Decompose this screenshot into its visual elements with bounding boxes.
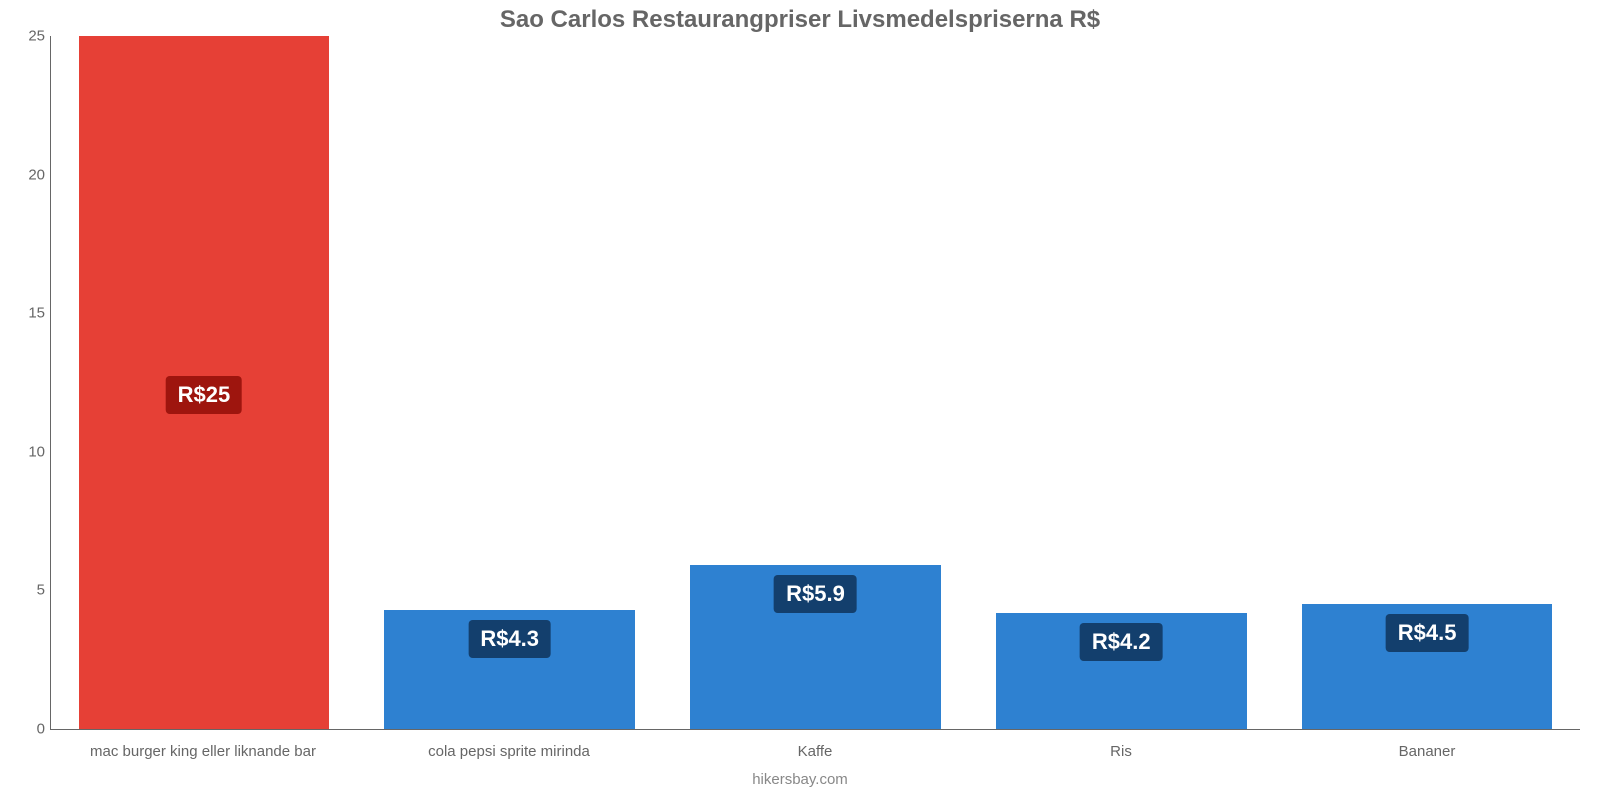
bar: R$4.3 (384, 610, 635, 729)
x-axis-label: Ris (968, 743, 1274, 760)
y-tick-label: 10 (11, 443, 45, 460)
y-tick-label: 5 (11, 582, 45, 599)
attribution-text: hikersbay.com (0, 771, 1600, 788)
bar-slot: R$4.2 (968, 36, 1274, 729)
x-axis-label: Kaffe (662, 743, 968, 760)
bar-slot: R$4.5 (1274, 36, 1580, 729)
y-tick-label: 25 (11, 28, 45, 45)
bar: R$4.2 (996, 613, 1247, 729)
y-tick-label: 0 (11, 721, 45, 738)
bar-slot: R$5.9 (663, 36, 969, 729)
x-axis-labels: mac burger king eller liknande barcola p… (50, 743, 1580, 760)
y-tick-label: 20 (11, 166, 45, 183)
bar-slot: R$4.3 (357, 36, 663, 729)
y-tick-label: 15 (11, 305, 45, 322)
bar: R$5.9 (690, 565, 941, 729)
bar-value-label: R$4.3 (468, 620, 551, 658)
price-bar-chart: Sao Carlos Restaurangpriser Livsmedelspr… (0, 0, 1600, 800)
x-axis-label: Bananer (1274, 743, 1580, 760)
bar: R$4.5 (1302, 604, 1553, 729)
bar-value-label: R$4.5 (1386, 614, 1469, 652)
bar: R$25 (79, 36, 330, 729)
bar-slot: R$25 (51, 36, 357, 729)
bars-container: R$25 R$4.3 R$5.9 R$4.2 R$4.5 (51, 36, 1580, 729)
plot-area: R$25R$4.3R$5.9R$4.2R$4.5 0510152025 (50, 36, 1580, 730)
x-axis-label: cola pepsi sprite mirinda (356, 743, 662, 760)
x-axis-label: mac burger king eller liknande bar (50, 743, 356, 760)
bar-value-label: R$4.2 (1080, 623, 1163, 661)
chart-title: Sao Carlos Restaurangpriser Livsmedelspr… (0, 6, 1600, 34)
bar-value-label: R$5.9 (774, 575, 857, 613)
bar-value-label: R$25 (166, 376, 243, 414)
